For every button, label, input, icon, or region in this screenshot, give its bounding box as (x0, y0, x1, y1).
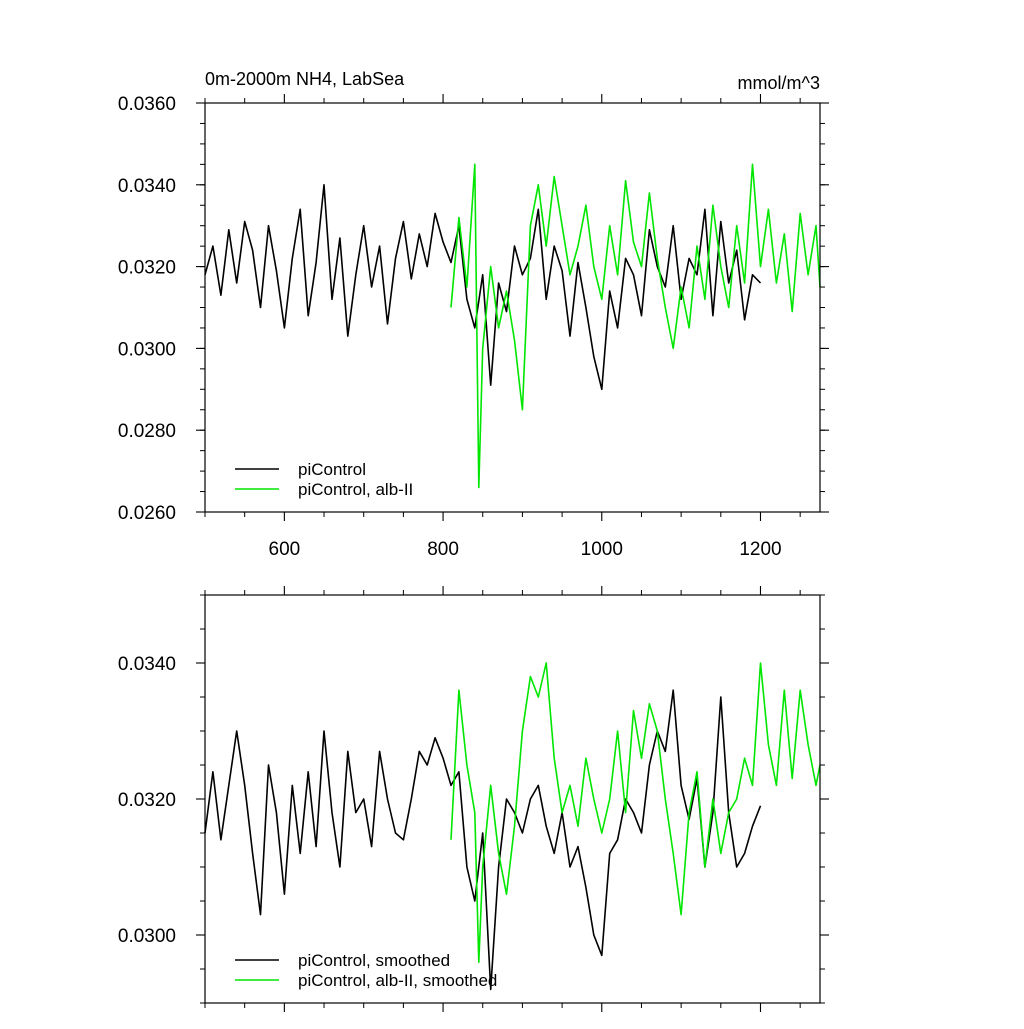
top-y-tick-label-2: 0.0300 (118, 339, 176, 360)
bottom-legend-label-0: piControl, smoothed (298, 951, 450, 970)
bottom-panel: 0.0300 0.0320 0.0340 piControl, smoothedpiC… (118, 586, 829, 1012)
top-x-tick-label-3: 1200 (739, 539, 781, 560)
top-legend-label-1: piControl, alb-II (298, 480, 413, 499)
bottom-series-line-0 (204, 689, 762, 991)
top-x-tick-label-1: 800 (427, 539, 459, 560)
top-x-tick-label-0: 600 (269, 539, 301, 560)
top-y-tick-label-3: 0.0320 (118, 258, 176, 279)
top-series-line-1 (450, 163, 821, 489)
top-y-tick-label-0: 0.0260 (118, 503, 176, 524)
top-y-tick-label-5: 0.0360 (118, 94, 176, 115)
top-x-tick-label-2: 1000 (581, 539, 623, 560)
top-y-tick-label-1: 0.0280 (118, 421, 176, 442)
top-plot-frame (204, 102, 821, 513)
bottom-y-tick-label-1: 0.0320 (118, 790, 176, 811)
top-series-line-0 (204, 184, 762, 391)
top-y-tick-label-4: 0.0340 (118, 176, 176, 197)
bottom-y-tick-label-2: 0.0340 (118, 654, 176, 675)
bottom-legend-label-1: piControl, alb-II, smoothed (298, 971, 497, 990)
top-legend-label-0: piControl (298, 460, 366, 479)
top-chart-title: 0m-2000m NH4, LabSea (205, 69, 405, 89)
bottom-y-tick-label-0: 0.0300 (118, 926, 176, 947)
bottom-series-line-1 (450, 662, 821, 964)
top-panel: 600 800 1000 1200 0.0260 0.0280 0.0300 0.0320 0.… (118, 69, 829, 560)
top-units-label: mmol/m^3 (738, 73, 820, 93)
